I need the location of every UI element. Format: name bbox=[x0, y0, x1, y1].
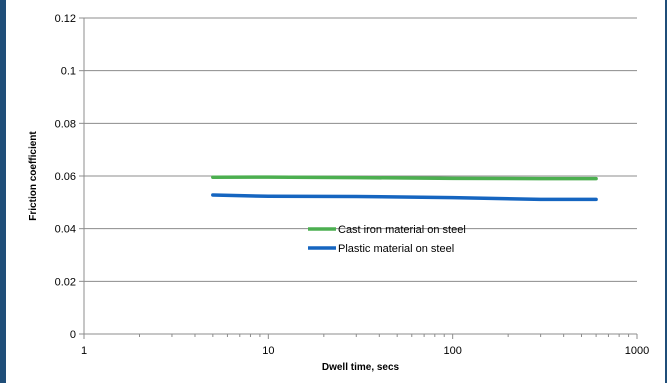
x-tick-label: 10 bbox=[262, 345, 274, 357]
grid-lines bbox=[84, 17, 637, 282]
legend-label-1: Cast iron material on steel bbox=[338, 224, 466, 236]
y-tick-labels: 0 0.02 0.04 0.06 0.08 0.1 0.12 bbox=[55, 13, 76, 341]
x-tick-label: 1 bbox=[81, 345, 87, 357]
y-tick-label: 0.06 bbox=[55, 171, 76, 183]
x-tick-labels: 1 10 100 1000 bbox=[81, 345, 649, 357]
line-chart: 0 0.02 0.04 0.06 0.08 0.1 0.12 1 10 100 1000 Cast… bbox=[28, 13, 649, 373]
series-line-1 bbox=[211, 175, 598, 181]
x-axis-label: Dwell time, secs bbox=[322, 362, 400, 373]
y-tick-label: 0.12 bbox=[55, 13, 76, 25]
x-tick-label: 100 bbox=[443, 345, 461, 357]
y-tick-label: 0.04 bbox=[55, 224, 76, 236]
series-lines bbox=[211, 175, 598, 202]
legend: Cast iron material on steel Plastic mater… bbox=[308, 224, 466, 255]
legend-label-2: Plastic material on steel bbox=[338, 243, 454, 255]
axes bbox=[79, 17, 638, 339]
series-line-2 bbox=[211, 193, 598, 202]
y-axis-label: Friction coefficient bbox=[28, 131, 39, 221]
y-tick-label: 0.08 bbox=[55, 118, 76, 130]
y-tick-label: 0 bbox=[70, 329, 76, 341]
y-tick-label: 0.1 bbox=[61, 66, 76, 78]
y-tick-label: 0.02 bbox=[55, 276, 76, 288]
x-tick-label: 1000 bbox=[625, 345, 649, 357]
